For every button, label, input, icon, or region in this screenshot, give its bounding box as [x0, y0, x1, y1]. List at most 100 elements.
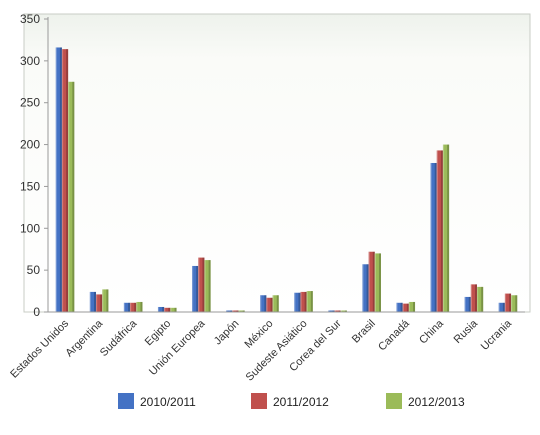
bar [464, 296, 471, 312]
bar-body [226, 310, 233, 312]
x-tick-label: China [417, 317, 446, 346]
bar [89, 291, 97, 312]
bar-highlight [470, 284, 472, 312]
bar [136, 301, 143, 312]
bar-highlight [396, 302, 398, 312]
bar-body [408, 301, 416, 312]
bar [238, 310, 245, 312]
legend-item: 2012/2013 [386, 393, 465, 409]
bar-shade [100, 294, 103, 312]
bar-highlight [430, 162, 432, 312]
bar-body [266, 297, 273, 312]
y-tick-label: 100 [20, 221, 40, 235]
bar-shade [474, 284, 477, 312]
bar-body [68, 81, 75, 313]
legend-label: 2010/2011 [140, 395, 196, 409]
bar-highlight [464, 296, 466, 312]
y-tick-label: 350 [20, 12, 40, 26]
bar-body [464, 296, 471, 312]
legend-swatch [386, 393, 402, 409]
bar-body [238, 310, 245, 312]
bar-highlight [55, 47, 57, 312]
bar-shade [406, 303, 409, 312]
bar-shade [304, 291, 307, 312]
bar [334, 310, 341, 312]
bar-shade [128, 302, 131, 312]
bar-body [300, 291, 307, 312]
bar-highlight [442, 144, 445, 312]
bar-body [157, 306, 165, 312]
bar-highlight [266, 297, 268, 312]
legend-item: 2011/2012 [251, 393, 329, 409]
bar-body [402, 303, 409, 312]
legend-item: 2010/2011 [118, 393, 196, 409]
bar-highlight [374, 253, 376, 312]
bar-highlight [68, 81, 70, 313]
bar-body [102, 289, 109, 312]
bar-body [55, 47, 62, 312]
bar-body [260, 295, 267, 312]
bar-shade [447, 144, 450, 312]
bar-highlight [61, 49, 64, 312]
bar-shade [434, 162, 437, 312]
bar-body [61, 49, 69, 312]
bar-shade [236, 310, 239, 312]
bar-shade [366, 264, 369, 312]
bar-shade [168, 307, 171, 312]
bar-shade [400, 302, 403, 312]
bar-body [368, 251, 375, 312]
bar-body [89, 291, 97, 312]
y-tick-label: 0 [33, 305, 40, 319]
bar-highlight [123, 302, 126, 312]
y-tick-label: 50 [27, 263, 41, 277]
bar-highlight [192, 265, 194, 312]
legend-label: 2012/2013 [408, 395, 465, 409]
bar-highlight [89, 291, 92, 312]
bar-body [476, 286, 484, 312]
legend-swatch [251, 393, 267, 409]
y-tick-label: 200 [20, 138, 40, 152]
bar-shade [162, 306, 165, 312]
bar-body [123, 302, 131, 312]
x-tick-label: Sudáfrica [98, 317, 140, 359]
bar-shade [230, 310, 233, 312]
y-tick-label: 300 [20, 54, 40, 68]
bar-body [396, 302, 403, 312]
bar-shade [310, 291, 313, 312]
bar-body [511, 295, 518, 312]
bar-body [504, 293, 512, 312]
bar [55, 47, 62, 312]
y-axis: 0 50 100 150 200 250 300 350 [20, 12, 49, 319]
y-tick-label: 150 [20, 179, 40, 193]
bar-highlight [260, 295, 262, 312]
bar-body [430, 162, 437, 312]
bar-highlight [408, 301, 411, 312]
bar-body [136, 301, 143, 312]
x-tick-label: Japón [212, 318, 242, 348]
bar [170, 307, 177, 312]
bar [61, 49, 69, 312]
bar-body [362, 264, 369, 312]
bar-shade [515, 295, 518, 312]
bar-shade [413, 301, 416, 312]
bar-highlight [306, 291, 308, 312]
bar-shade [59, 47, 62, 312]
bar-shade [276, 295, 279, 312]
bar-shade [332, 310, 335, 312]
bar-highlight [476, 286, 479, 312]
bar-shade [242, 310, 245, 312]
bar-highlight [102, 289, 104, 312]
bar-body [198, 257, 205, 312]
bar-shade [72, 81, 75, 313]
bar-body [232, 310, 239, 312]
bar [340, 310, 347, 312]
bar [408, 301, 416, 312]
bar-highlight [232, 310, 234, 312]
bar-highlight [498, 302, 500, 312]
bar-body [374, 253, 381, 312]
x-tick-label: Egipto [143, 318, 174, 349]
bar [130, 302, 137, 312]
bar [476, 286, 484, 312]
bar [504, 293, 512, 312]
